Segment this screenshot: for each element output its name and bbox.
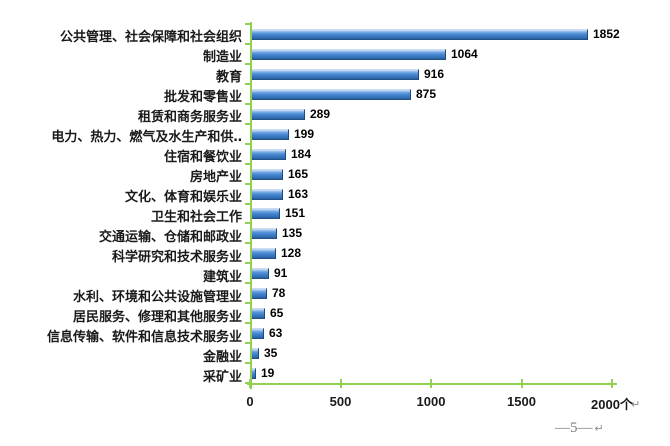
y-axis-tick xyxy=(245,82,251,85)
value-label: 199 xyxy=(294,126,315,141)
paragraph-mark-icon: ↵ xyxy=(594,423,604,435)
y-axis-tick xyxy=(245,362,251,365)
category-label: 交通运输、仓储和邮政业 xyxy=(98,228,242,244)
bar xyxy=(252,208,280,220)
value-label: 135 xyxy=(282,226,303,241)
bar xyxy=(252,68,419,80)
category-label: 批发和零售业 xyxy=(163,89,242,105)
x-axis-tick xyxy=(430,379,432,388)
y-axis-tick xyxy=(245,42,251,45)
category-label: 科学研究和技术服务业 xyxy=(111,248,242,264)
value-label: 1064 xyxy=(451,46,478,61)
category-label: 文化、体育和娱乐业 xyxy=(124,189,242,205)
y-axis-tick xyxy=(245,142,251,145)
y-axis-tick xyxy=(245,182,251,185)
bar xyxy=(252,148,286,160)
x-axis-line xyxy=(247,383,617,385)
page-number-text: —5— xyxy=(555,420,593,436)
bar xyxy=(252,228,277,240)
y-axis-tick xyxy=(245,322,251,325)
bar xyxy=(252,268,269,280)
category-label: 电力、热力、燃气及水生产和供‥ xyxy=(51,129,242,145)
bar xyxy=(252,88,411,100)
y-axis-tick xyxy=(245,222,251,225)
category-label: 租赁和商务服务业 xyxy=(137,109,242,125)
bar xyxy=(252,308,265,320)
y-axis-line xyxy=(250,22,252,389)
y-axis-tick xyxy=(245,122,251,125)
bar xyxy=(252,248,276,260)
x-axis-tick-label: 2000个 xyxy=(591,397,633,412)
x-axis-tick xyxy=(339,379,342,388)
value-label: 35 xyxy=(264,346,278,361)
category-label: 教育 xyxy=(215,69,242,85)
bar xyxy=(252,28,588,40)
x-axis-tick xyxy=(611,379,613,388)
x-axis-tick-label: 1500 xyxy=(507,394,536,409)
x-axis-tick xyxy=(520,379,523,388)
y-axis-tick xyxy=(245,382,251,384)
x-axis-tick-label: 500 xyxy=(329,394,352,409)
value-label: 875 xyxy=(416,86,437,101)
y-axis-tick xyxy=(245,102,251,105)
y-axis-tick xyxy=(245,23,251,25)
value-label: 165 xyxy=(288,166,309,181)
y-axis-tick xyxy=(245,202,251,205)
category-label: 住宿和餐饮业 xyxy=(163,149,242,165)
paragraph-mark-icon: ↵ xyxy=(631,399,641,411)
value-label: 128 xyxy=(281,246,302,261)
value-label: 151 xyxy=(285,206,306,221)
category-label: 制造业 xyxy=(202,49,242,65)
category-label: 房地产业 xyxy=(189,169,242,185)
bar xyxy=(252,288,267,300)
y-axis-tick xyxy=(245,342,251,345)
value-label: 65 xyxy=(270,306,284,321)
x-axis-tick-label: 1000 xyxy=(416,394,446,409)
y-axis-tick xyxy=(245,262,251,265)
page-number: —5— ↵ xyxy=(555,420,604,437)
category-label: 卫生和社会工作 xyxy=(150,208,242,224)
bar xyxy=(252,368,256,380)
value-label: 916 xyxy=(424,66,445,81)
bar xyxy=(252,48,446,60)
value-label: 163 xyxy=(288,186,309,201)
category-label: 金融业 xyxy=(202,348,242,364)
y-axis-tick xyxy=(245,282,251,285)
bar xyxy=(252,348,259,360)
value-label: 78 xyxy=(272,286,286,301)
value-label: 184 xyxy=(291,146,312,161)
category-label: 水利、环境和公共设施管理业 xyxy=(72,288,242,304)
bar xyxy=(252,108,305,120)
y-axis-tick xyxy=(245,162,251,165)
x-axis-tick xyxy=(249,379,251,388)
y-axis-tick xyxy=(245,302,251,305)
bar xyxy=(252,328,264,340)
category-label: 采矿业 xyxy=(202,368,242,384)
category-label: 信息传输、软件和信息技术服务业 xyxy=(46,328,242,344)
y-axis-tick xyxy=(245,242,251,245)
y-axis-tick xyxy=(245,62,251,65)
category-label: 居民服务、修理和其他服务业 xyxy=(72,308,242,324)
x-axis-tick-label: 0 xyxy=(246,394,254,409)
value-label: 63 xyxy=(269,326,283,341)
bar xyxy=(252,168,283,180)
bar xyxy=(252,128,289,140)
value-label: 91 xyxy=(274,266,288,281)
category-label: 公共管理、社会保障和社会组织 xyxy=(59,29,242,45)
value-label: 19 xyxy=(261,366,275,381)
value-label: 1852 xyxy=(593,26,620,41)
category-label: 建筑业 xyxy=(202,268,242,284)
bar xyxy=(252,188,283,200)
value-label: 289 xyxy=(310,106,331,121)
